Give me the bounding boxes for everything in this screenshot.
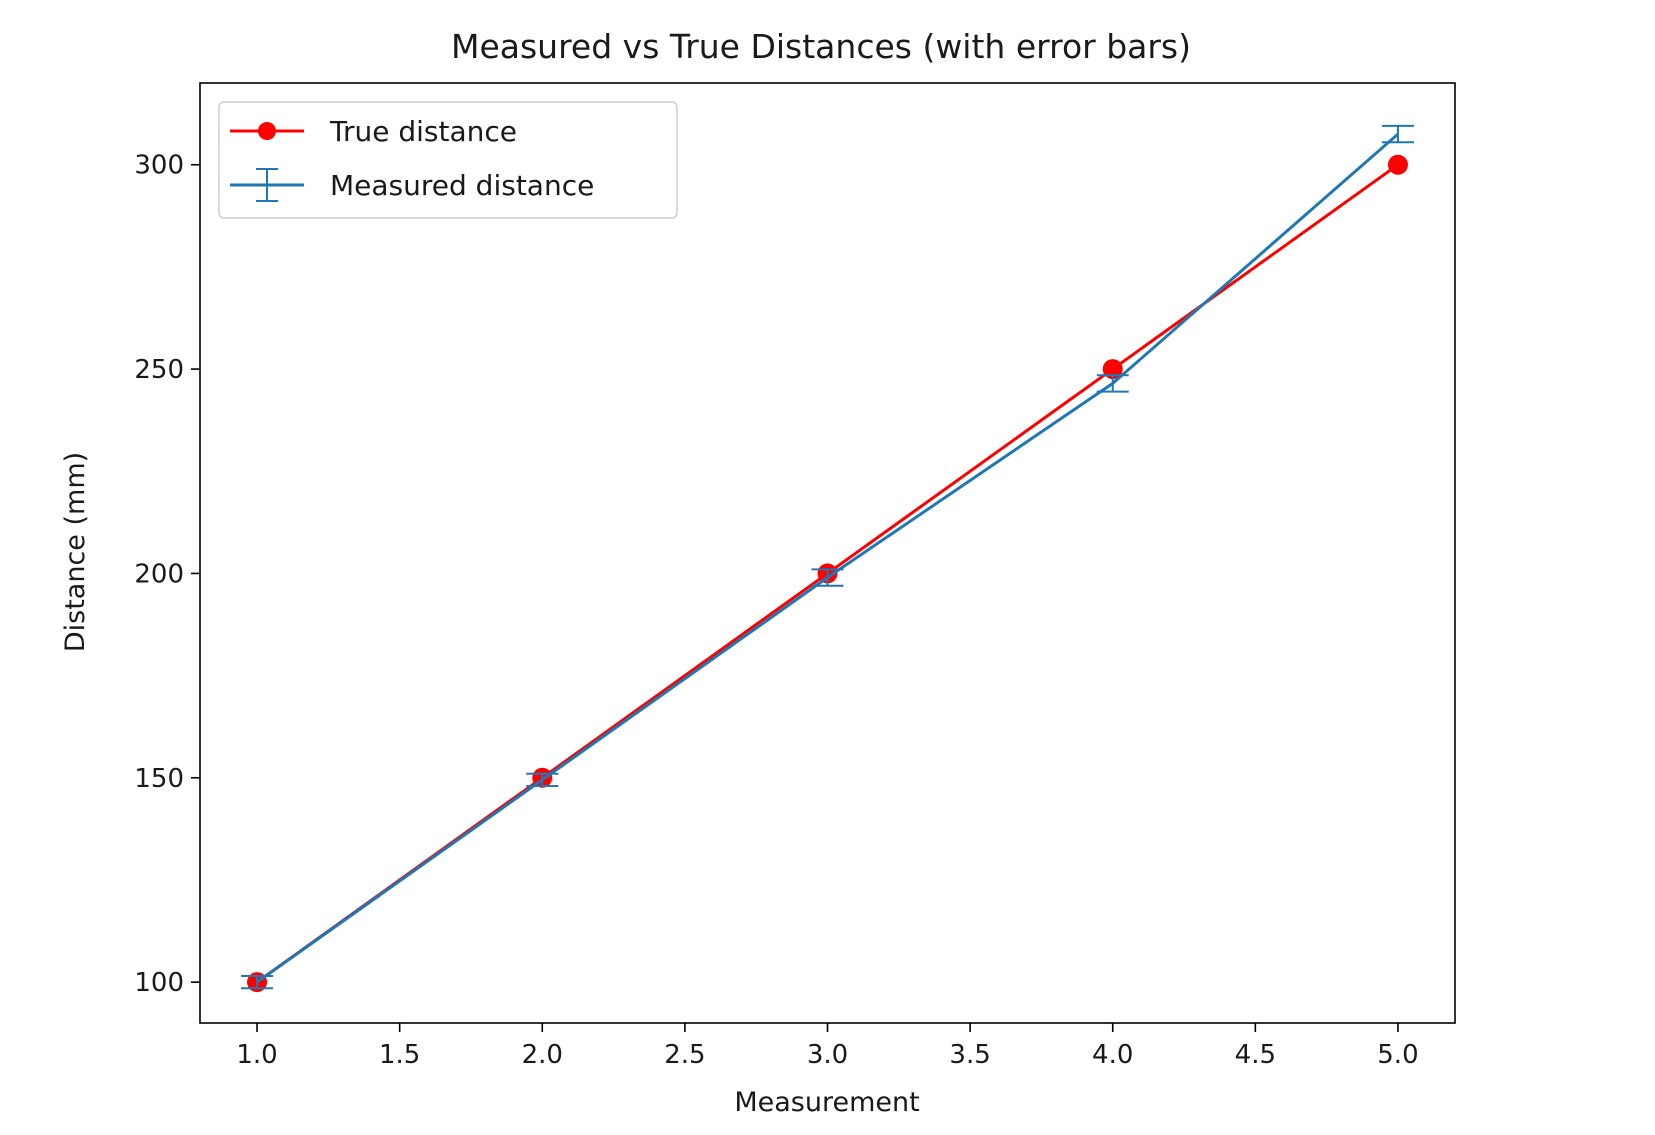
x-axis: 1.0 1.5 2.0 2.5 3.0 3.5 4.0 4.5 5.0	[236, 1023, 1419, 1070]
measured-distance-errorbar	[1096, 374, 1129, 393]
legend-measured-label: Measured distance	[330, 169, 594, 202]
x-tick-label: 2.0	[522, 1040, 563, 1070]
x-tick-label: 3.5	[949, 1040, 990, 1070]
x-tick-label: 4.5	[1235, 1040, 1276, 1070]
y-tick-label: 150	[134, 764, 184, 794]
legend-true-label: True distance	[329, 115, 517, 148]
measured-distance-errorbar	[811, 568, 844, 587]
legend: True distance Measured distance	[218, 101, 678, 219]
measured-distance-errorbar	[1381, 124, 1414, 144]
axes-frame	[199, 82, 1456, 1024]
y-tick-label: 300	[134, 151, 184, 181]
plot-area	[199, 82, 1456, 1024]
measured-distance-errorbar	[526, 772, 559, 787]
y-tick-label: 250	[134, 355, 184, 385]
x-tick-label: 1.5	[379, 1040, 420, 1070]
y-tick-label: 100	[134, 968, 184, 998]
x-tick-label: 1.0	[236, 1040, 277, 1070]
x-tick-label: 5.0	[1377, 1040, 1418, 1070]
x-tick-label: 3.0	[807, 1040, 848, 1070]
x-tick-label: 4.0	[1092, 1040, 1133, 1070]
y-axis: 100 150 200 250 300	[134, 151, 200, 998]
legend-entry-measured: Measured distance	[230, 168, 594, 202]
true-distance-point	[1102, 359, 1123, 380]
y-axis-label: Distance (mm)	[60, 452, 91, 652]
true-distance-point	[1387, 154, 1408, 175]
x-axis-label: Measurement	[734, 1087, 919, 1118]
x-tick-label: 2.5	[664, 1040, 705, 1070]
y-tick-label: 200	[134, 559, 184, 589]
series-layer	[241, 124, 1414, 993]
legend-entry-true: True distance	[230, 115, 517, 148]
legend-true-marker	[258, 122, 276, 140]
measured-distance-errorbar	[241, 975, 274, 990]
chart-title: Measured vs True Distances (with error b…	[451, 27, 1191, 66]
legend-box	[218, 101, 678, 219]
